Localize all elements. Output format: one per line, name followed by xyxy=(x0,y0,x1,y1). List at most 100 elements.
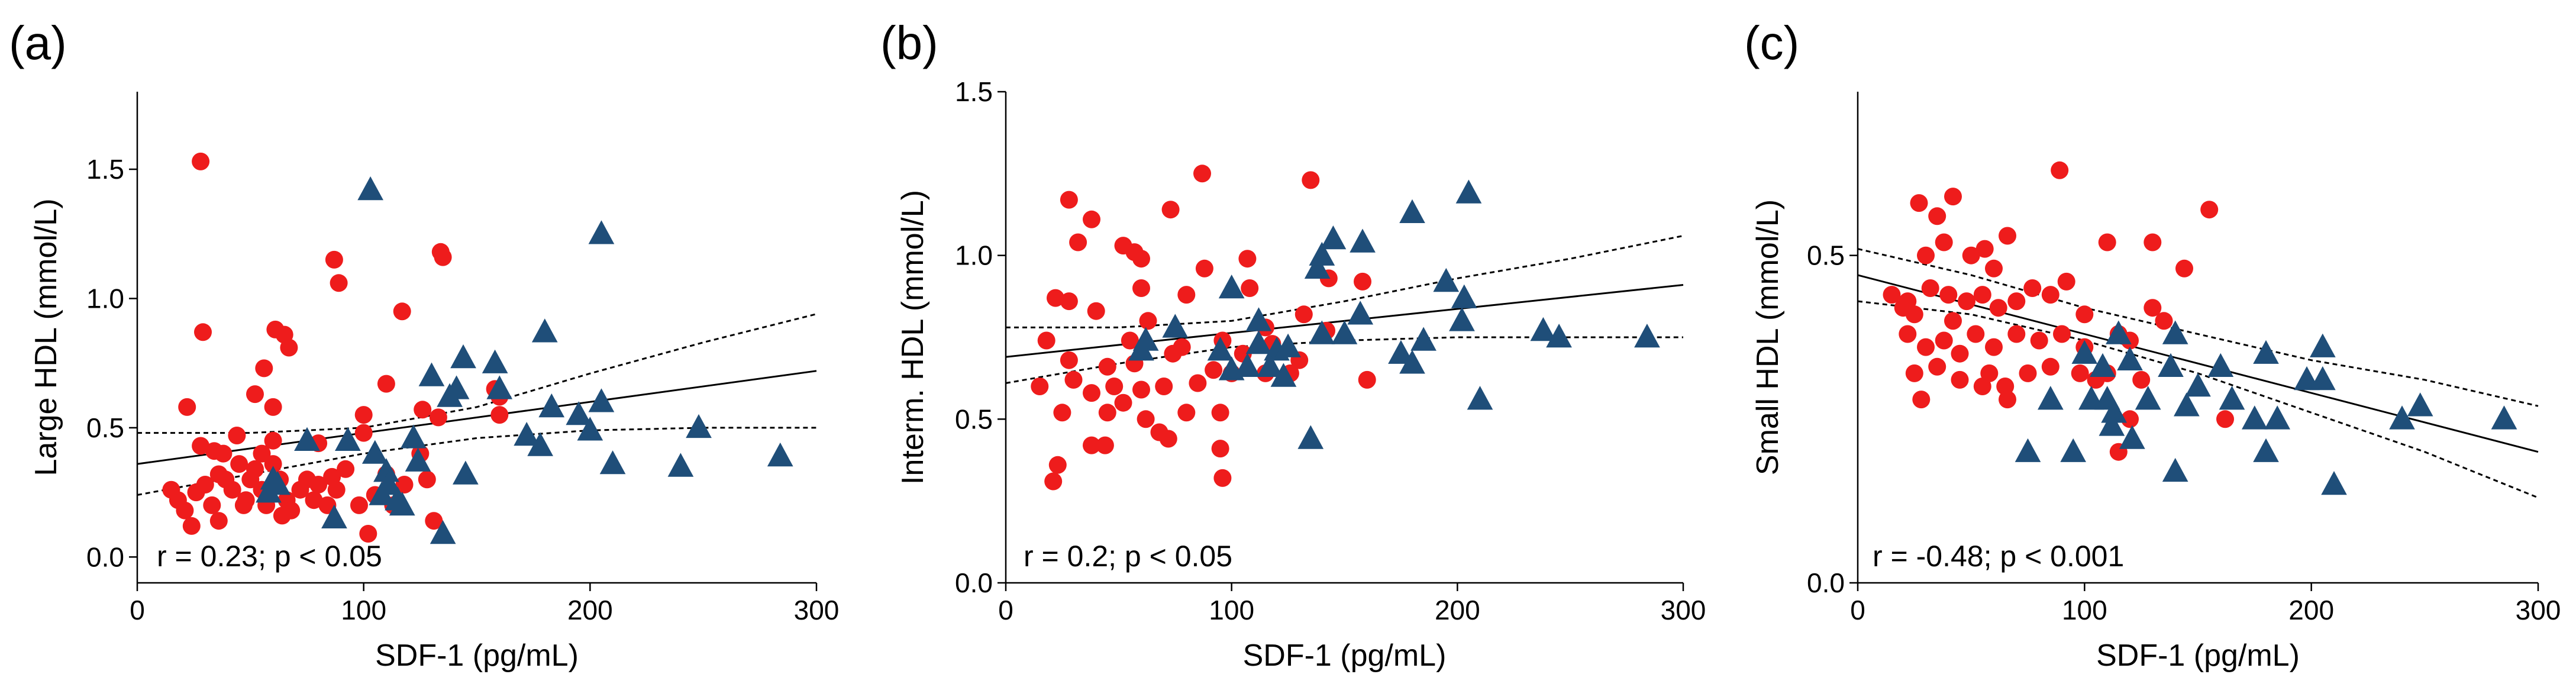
data-point-triangle xyxy=(1451,284,1477,308)
data-point-circle xyxy=(1967,325,1985,343)
data-point-triangle xyxy=(1207,337,1234,361)
data-point-circle xyxy=(1910,194,1928,212)
correlation-annotation: r = 0.2; p < 0.05 xyxy=(1024,540,1232,573)
data-point-circle xyxy=(1999,227,2016,245)
data-point-circle xyxy=(418,470,436,489)
data-point-triangle xyxy=(1275,333,1301,357)
x-tick-label: 200 xyxy=(1435,595,1480,625)
data-point-circle xyxy=(1137,410,1155,428)
data-point-circle xyxy=(1928,357,1946,376)
data-point-circle xyxy=(2098,233,2116,251)
data-point-circle xyxy=(1951,370,1969,389)
correlation-annotation: r = -0.48; p < 0.001 xyxy=(1873,540,2124,573)
data-point-triangle xyxy=(401,424,427,449)
data-point-triangle xyxy=(767,442,793,467)
data-point-triangle xyxy=(453,460,479,485)
data-point-circle xyxy=(2051,161,2069,179)
data-point-circle xyxy=(434,248,452,266)
data-point-triangle xyxy=(2158,353,2184,377)
data-point-circle xyxy=(2144,233,2162,251)
data-point-triangle xyxy=(443,375,470,399)
data-point-circle xyxy=(1980,364,1999,382)
data-point-triangle xyxy=(1399,350,1425,374)
data-point-triangle xyxy=(2242,405,2268,430)
data-point-triangle xyxy=(1297,425,1324,449)
data-point-circle xyxy=(2057,272,2075,291)
data-point-circle xyxy=(1921,279,1939,297)
data-point-circle xyxy=(1985,338,2003,356)
data-point-circle xyxy=(1973,286,1991,304)
data-point-triangle xyxy=(1234,353,1261,377)
x-tick-label: 0 xyxy=(998,595,1013,625)
data-point-triangle xyxy=(1309,320,1335,344)
ci-upper-line xyxy=(1006,235,1684,328)
data-point-circle xyxy=(2155,312,2173,330)
y-tick-label: 0.5 xyxy=(1807,240,1845,271)
data-point-circle xyxy=(323,467,341,486)
data-point-circle xyxy=(1358,370,1376,389)
data-point-circle xyxy=(2175,259,2193,278)
data-point-circle xyxy=(2041,286,2059,304)
data-point-circle xyxy=(377,375,395,393)
data-point-triangle xyxy=(1128,337,1154,361)
data-point-triangle xyxy=(405,447,431,472)
data-point-circle xyxy=(209,465,228,483)
data-point-triangle xyxy=(577,417,603,441)
data-point-triangle xyxy=(531,318,558,343)
data-point-circle xyxy=(354,424,373,442)
data-point-circle xyxy=(203,496,221,514)
data-point-circle xyxy=(1047,289,1064,307)
data-point-circle xyxy=(264,398,282,416)
data-point-circle xyxy=(359,525,377,543)
y-axis-label: Large HDL (mmol/L) xyxy=(29,198,63,476)
data-point-triangle xyxy=(686,414,712,438)
data-point-circle xyxy=(1195,259,1213,278)
data-point-circle xyxy=(2023,279,2042,297)
data-point-triangle xyxy=(361,440,388,464)
data-point-circle xyxy=(1098,357,1116,376)
data-point-triangle xyxy=(2321,471,2347,495)
data-point-circle xyxy=(1238,250,1257,268)
data-point-circle xyxy=(1302,171,1320,189)
data-point-circle xyxy=(264,455,282,473)
data-point-circle xyxy=(325,250,343,269)
data-point-circle xyxy=(194,323,212,341)
data-point-circle xyxy=(1962,246,1980,264)
data-point-circle xyxy=(425,512,443,530)
data-point-circle xyxy=(223,480,241,499)
correlation-annotation: r = 0.23; p < 0.05 xyxy=(157,540,382,573)
data-point-circle xyxy=(1989,299,2007,317)
data-point-circle xyxy=(176,501,194,520)
data-point-circle xyxy=(1177,286,1196,304)
data-point-circle xyxy=(1048,456,1067,474)
data-point-triangle xyxy=(2310,333,2336,357)
data-point-triangle xyxy=(2264,405,2290,430)
data-point-triangle xyxy=(1320,225,1347,250)
x-tick-label: 300 xyxy=(794,595,840,625)
x-axis-label: SDF-1 (pg/mL) xyxy=(2096,638,2300,673)
data-point-circle xyxy=(1053,404,1071,422)
data-point-triangle xyxy=(264,471,291,495)
data-point-circle xyxy=(2071,364,2089,382)
data-point-circle xyxy=(1939,286,1958,304)
data-point-circle xyxy=(1083,384,1100,402)
data-point-circle xyxy=(2144,299,2162,317)
data-point-circle xyxy=(2041,357,2059,376)
data-point-circle xyxy=(354,406,373,424)
y-axis-label: Small HDL (mmol/L) xyxy=(1751,199,1785,475)
data-point-circle xyxy=(230,455,248,473)
data-point-circle xyxy=(196,476,214,493)
data-point-triangle xyxy=(418,362,445,386)
data-point-circle xyxy=(1944,312,1962,330)
y-tick-label: 0.5 xyxy=(955,404,993,434)
data-point-triangle xyxy=(538,393,565,418)
data-point-triangle xyxy=(1634,324,1660,348)
data-point-circle xyxy=(1044,472,1063,491)
data-point-triangle xyxy=(2310,366,2336,391)
data-point-triangle xyxy=(1257,353,1283,377)
data-point-circle xyxy=(1883,286,1901,304)
data-point-circle xyxy=(1164,344,1182,363)
data-point-circle xyxy=(1999,391,2016,409)
data-point-triangle xyxy=(486,375,513,399)
x-axis-label: SDF-1 (pg/mL) xyxy=(375,638,579,673)
